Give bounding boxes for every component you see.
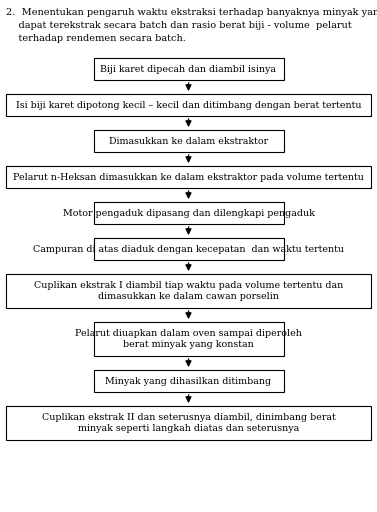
Text: Biji karet dipecah dan diambil isinya: Biji karet dipecah dan diambil isinya <box>101 65 276 74</box>
Text: Isi biji karet dipotong kecil – kecil dan ditimbang dengan berat tertentu: Isi biji karet dipotong kecil – kecil da… <box>16 100 361 110</box>
Text: Campuran di atas diaduk dengan kecepatan  dan waktu tertentu: Campuran di atas diaduk dengan kecepatan… <box>33 245 344 253</box>
Bar <box>93 58 284 80</box>
Bar <box>93 202 284 224</box>
Text: Pelarut n-Heksan dimasukkan ke dalam ekstraktor pada volume tertentu: Pelarut n-Heksan dimasukkan ke dalam eks… <box>13 173 364 181</box>
Text: Dimasukkan ke dalam ekstraktor: Dimasukkan ke dalam ekstraktor <box>109 137 268 145</box>
Bar <box>6 406 371 440</box>
Text: Cuplikan ekstrak I diambil tiap waktu pada volume tertentu dan
dimasukkan ke dal: Cuplikan ekstrak I diambil tiap waktu pa… <box>34 281 343 301</box>
Bar <box>93 238 284 260</box>
Bar <box>6 274 371 308</box>
Text: terhadap rendemen secara batch.: terhadap rendemen secara batch. <box>6 34 186 43</box>
Bar <box>6 166 371 188</box>
Text: Pelarut diuapkan dalam oven sampai diperoleh
berat minyak yang konstan: Pelarut diuapkan dalam oven sampai diper… <box>75 329 302 349</box>
Bar <box>93 322 284 356</box>
Text: 2.  Menentukan pengaruh waktu ekstraksi terhadap banyaknya minyak yang: 2. Menentukan pengaruh waktu ekstraksi t… <box>6 8 377 17</box>
Text: Motor pengaduk dipasang dan dilengkapi pengaduk: Motor pengaduk dipasang dan dilengkapi p… <box>63 208 314 218</box>
Text: dapat terekstrak secara batch dan rasio berat biji - volume  pelarut: dapat terekstrak secara batch dan rasio … <box>6 21 352 30</box>
Text: Minyak yang dihasilkan ditimbang: Minyak yang dihasilkan ditimbang <box>106 376 271 386</box>
Bar <box>93 130 284 152</box>
Bar <box>6 94 371 116</box>
Bar <box>93 370 284 392</box>
Text: Cuplikan ekstrak II dan seterusnya diambil, dinimbang berat
minyak seperti langk: Cuplikan ekstrak II dan seterusnya diamb… <box>41 413 336 433</box>
